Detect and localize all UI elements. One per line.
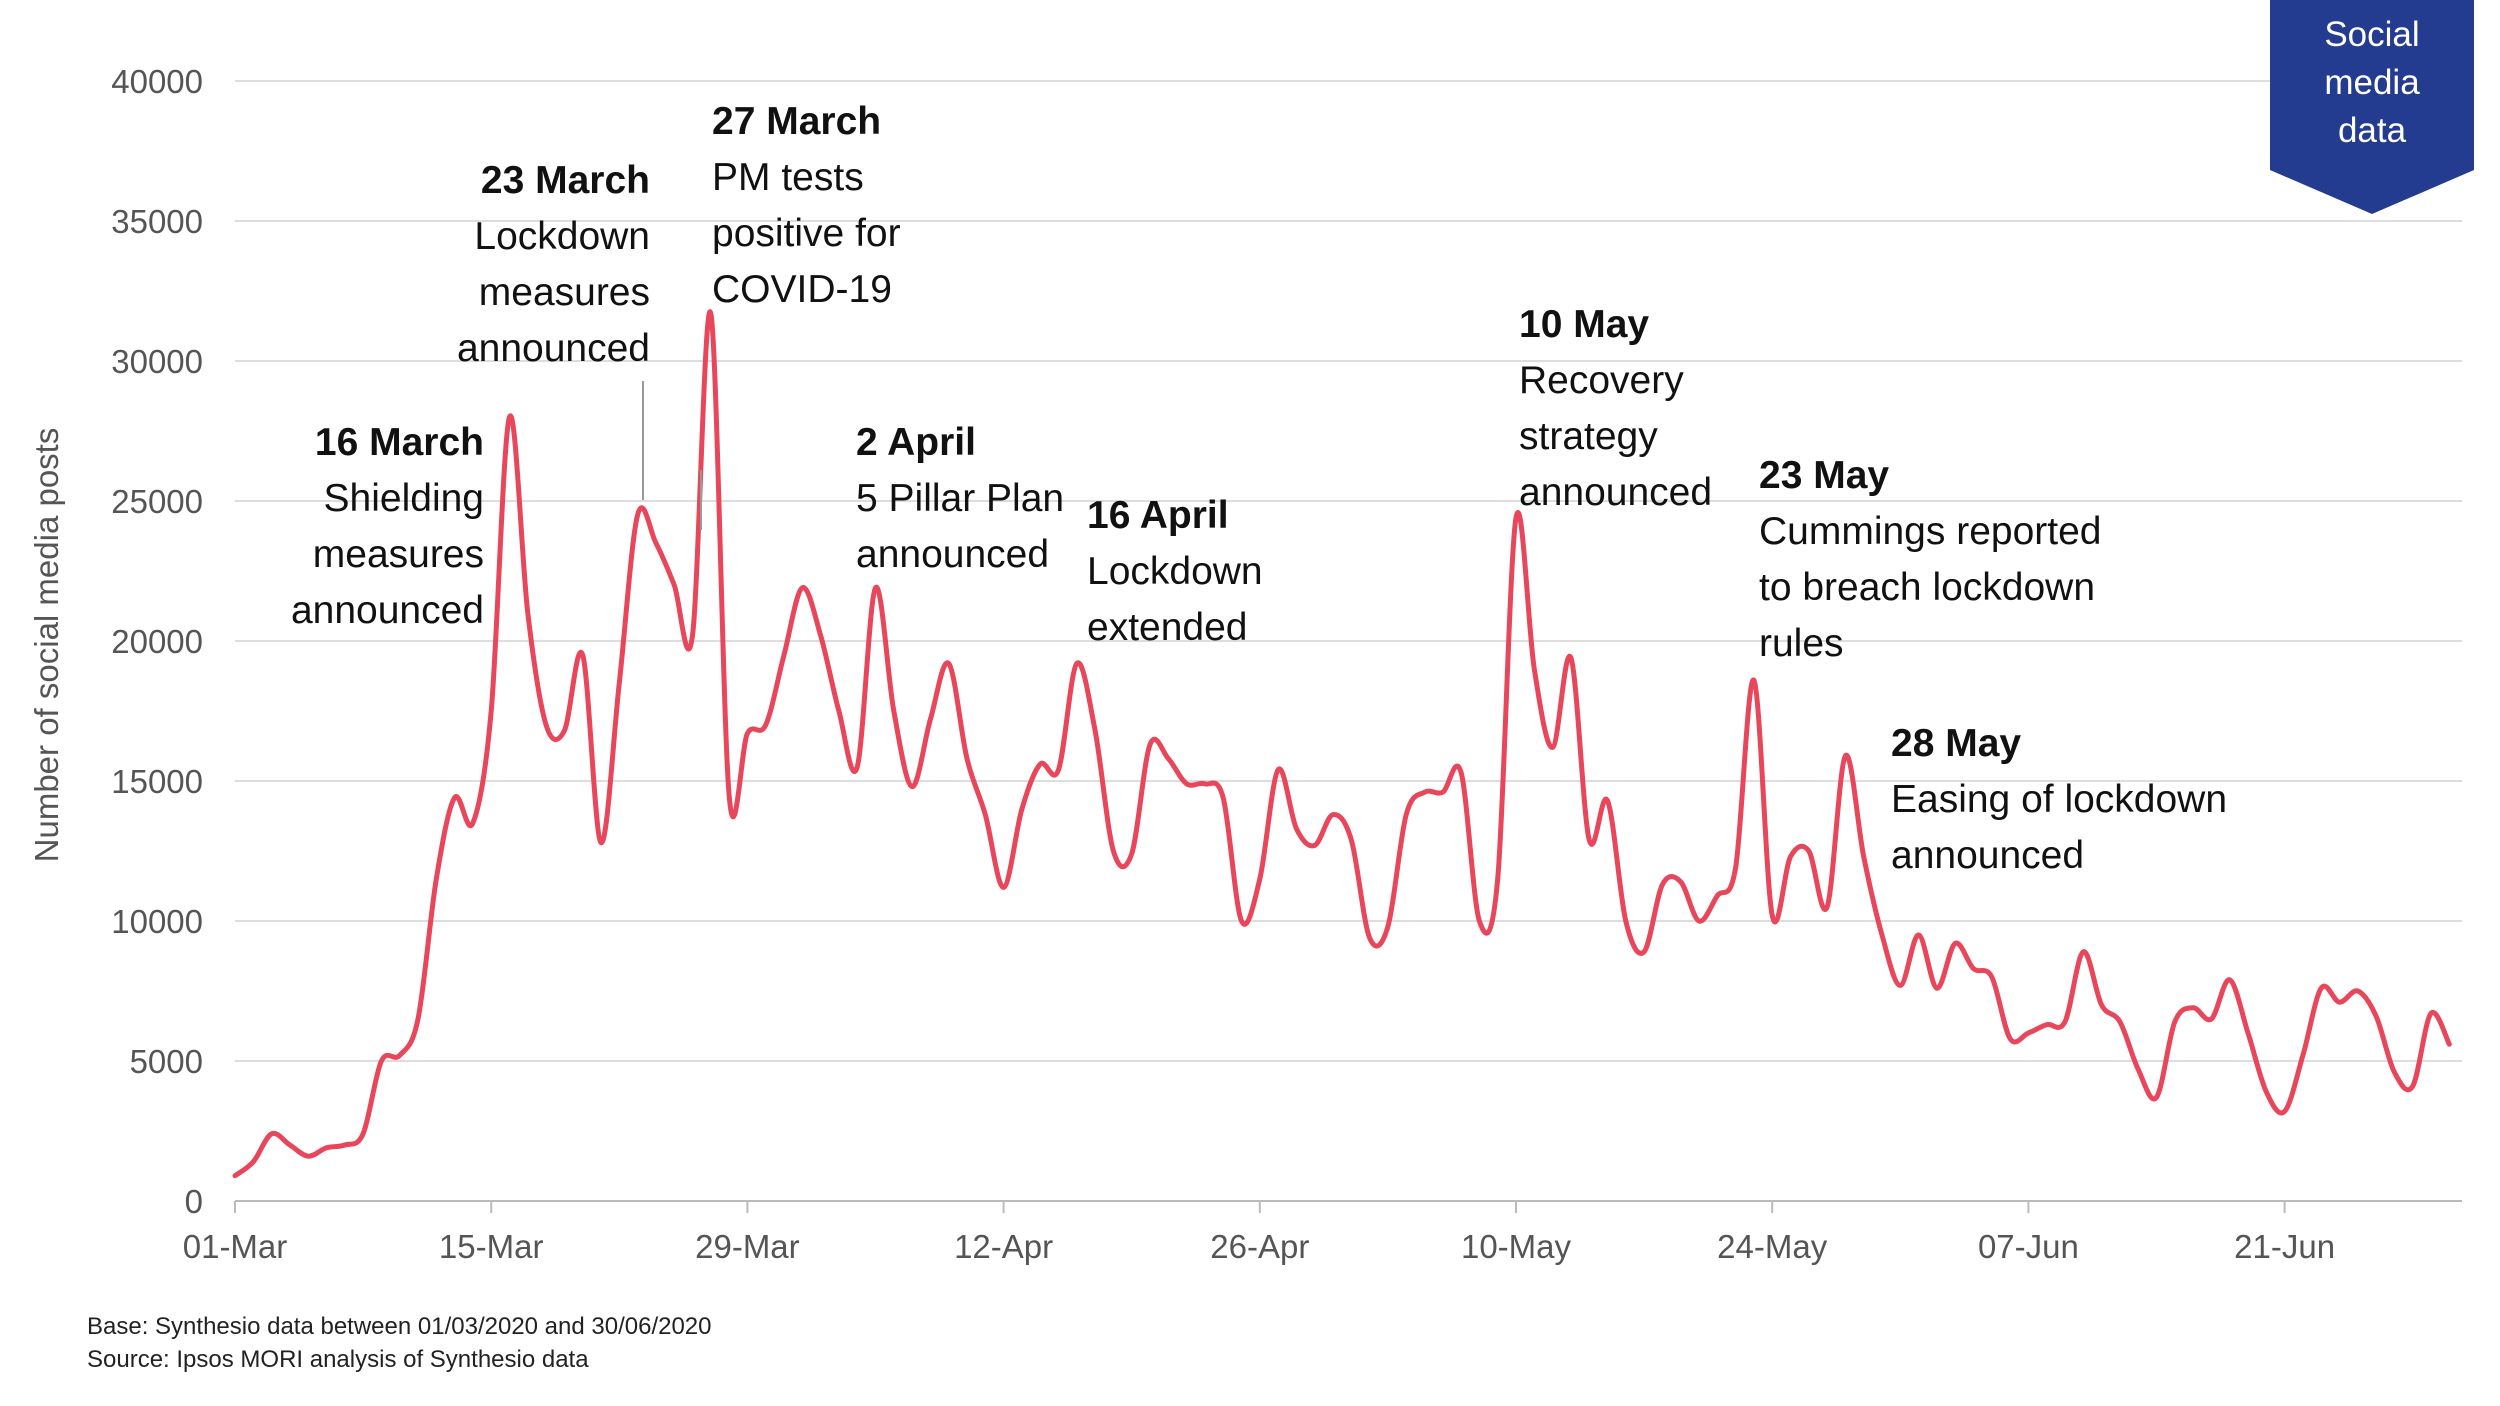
badge-shape — [2270, 0, 2474, 214]
annotation-text: announced — [1519, 471, 1712, 514]
series-line — [232, 309, 2452, 1179]
y-tick-label: 15000 — [111, 763, 203, 800]
badge-line-1: Social — [2324, 15, 2419, 54]
annotations: 16 March Shielding measures announced 23 Mar… — [291, 100, 2227, 877]
annotation-text: Shielding — [324, 477, 484, 520]
annotation-text: to breach lockdown — [1759, 566, 2095, 609]
y-axis-label: Number of social media posts — [28, 428, 65, 863]
annotation-text: Lockdown — [474, 215, 650, 258]
x-tick-label: 01-Mar — [183, 1228, 288, 1265]
series-layer — [232, 309, 2452, 1179]
x-tick-label: 07-Jun — [1978, 1228, 2079, 1265]
annotation-heading: 28 May — [1891, 722, 2021, 765]
y-tick-label: 40000 — [111, 63, 203, 100]
annotation-text: PM tests — [712, 156, 864, 199]
annotation-heading: 10 May — [1519, 303, 1649, 346]
y-tick-label: 25000 — [111, 483, 203, 520]
annotation-text: COVID-19 — [712, 268, 892, 311]
x-tick-label: 26-Apr — [1210, 1228, 1309, 1265]
social-media-badge: Social media data — [2270, 0, 2474, 214]
y-tick-label: 30000 — [111, 343, 203, 380]
annotation-text: extended — [1087, 606, 1247, 649]
x-tick-label: 12-Apr — [954, 1228, 1053, 1265]
y-tick-label: 35000 — [111, 203, 203, 240]
x-axis-ticks: 01-Mar 15-Mar 29-Mar 12-Apr 26-Apr 10-May 24-M… — [183, 1201, 2335, 1265]
annotation-text: rules — [1759, 622, 1844, 665]
annotation-text: announced — [1891, 834, 2084, 877]
annotation-text: measures — [479, 271, 650, 314]
badge-line-3: data — [2338, 111, 2407, 150]
annotation-text: 5 Pillar Plan — [856, 477, 1064, 520]
annotation-text: Lockdown — [1087, 550, 1263, 593]
annotation-text: announced — [291, 589, 484, 632]
grid-lines — [235, 80, 2462, 1202]
annotation-text: measures — [313, 533, 484, 576]
annotation-heading: 27 March — [712, 100, 881, 143]
annotation-heading: 16 April — [1087, 494, 1229, 537]
y-axis-ticks: 0 5000 10000 15000 20000 25000 30000 35000 40000 — [111, 63, 203, 1220]
annotation-text: Recovery — [1519, 359, 1684, 402]
y-tick-label: 5000 — [130, 1043, 203, 1080]
x-tick-label: 29-Mar — [695, 1228, 800, 1265]
x-tick-label: 24-May — [1717, 1228, 1828, 1265]
y-tick-label: 10000 — [111, 903, 203, 940]
badge-line-2: media — [2324, 63, 2420, 102]
annotation-text: positive for — [712, 212, 901, 255]
annotation-heading: 2 April — [856, 421, 976, 464]
annotation-text: strategy — [1519, 415, 1658, 458]
x-tick-label: 15-Mar — [439, 1228, 544, 1265]
footnote-base: Base: Synthesio data between 01/03/2020 … — [87, 1313, 712, 1340]
annotation-heading: 23 May — [1759, 454, 1889, 497]
annotation-text: announced — [457, 327, 650, 370]
annotation-text: Easing of lockdown — [1891, 778, 2227, 821]
x-tick-label: 21-Jun — [2234, 1228, 2335, 1265]
y-tick-label: 20000 — [111, 623, 203, 660]
y-tick-label: 0 — [185, 1183, 203, 1220]
annotation-heading: 23 March — [481, 159, 650, 202]
annotation-text: announced — [856, 533, 1049, 576]
footnote-source: Source: Ipsos MORI analysis of Synthesio… — [87, 1346, 589, 1373]
annotation-heading: 16 March — [315, 421, 484, 464]
annotation-text: Cummings reported — [1759, 510, 2101, 553]
x-tick-label: 10-May — [1461, 1228, 1572, 1265]
